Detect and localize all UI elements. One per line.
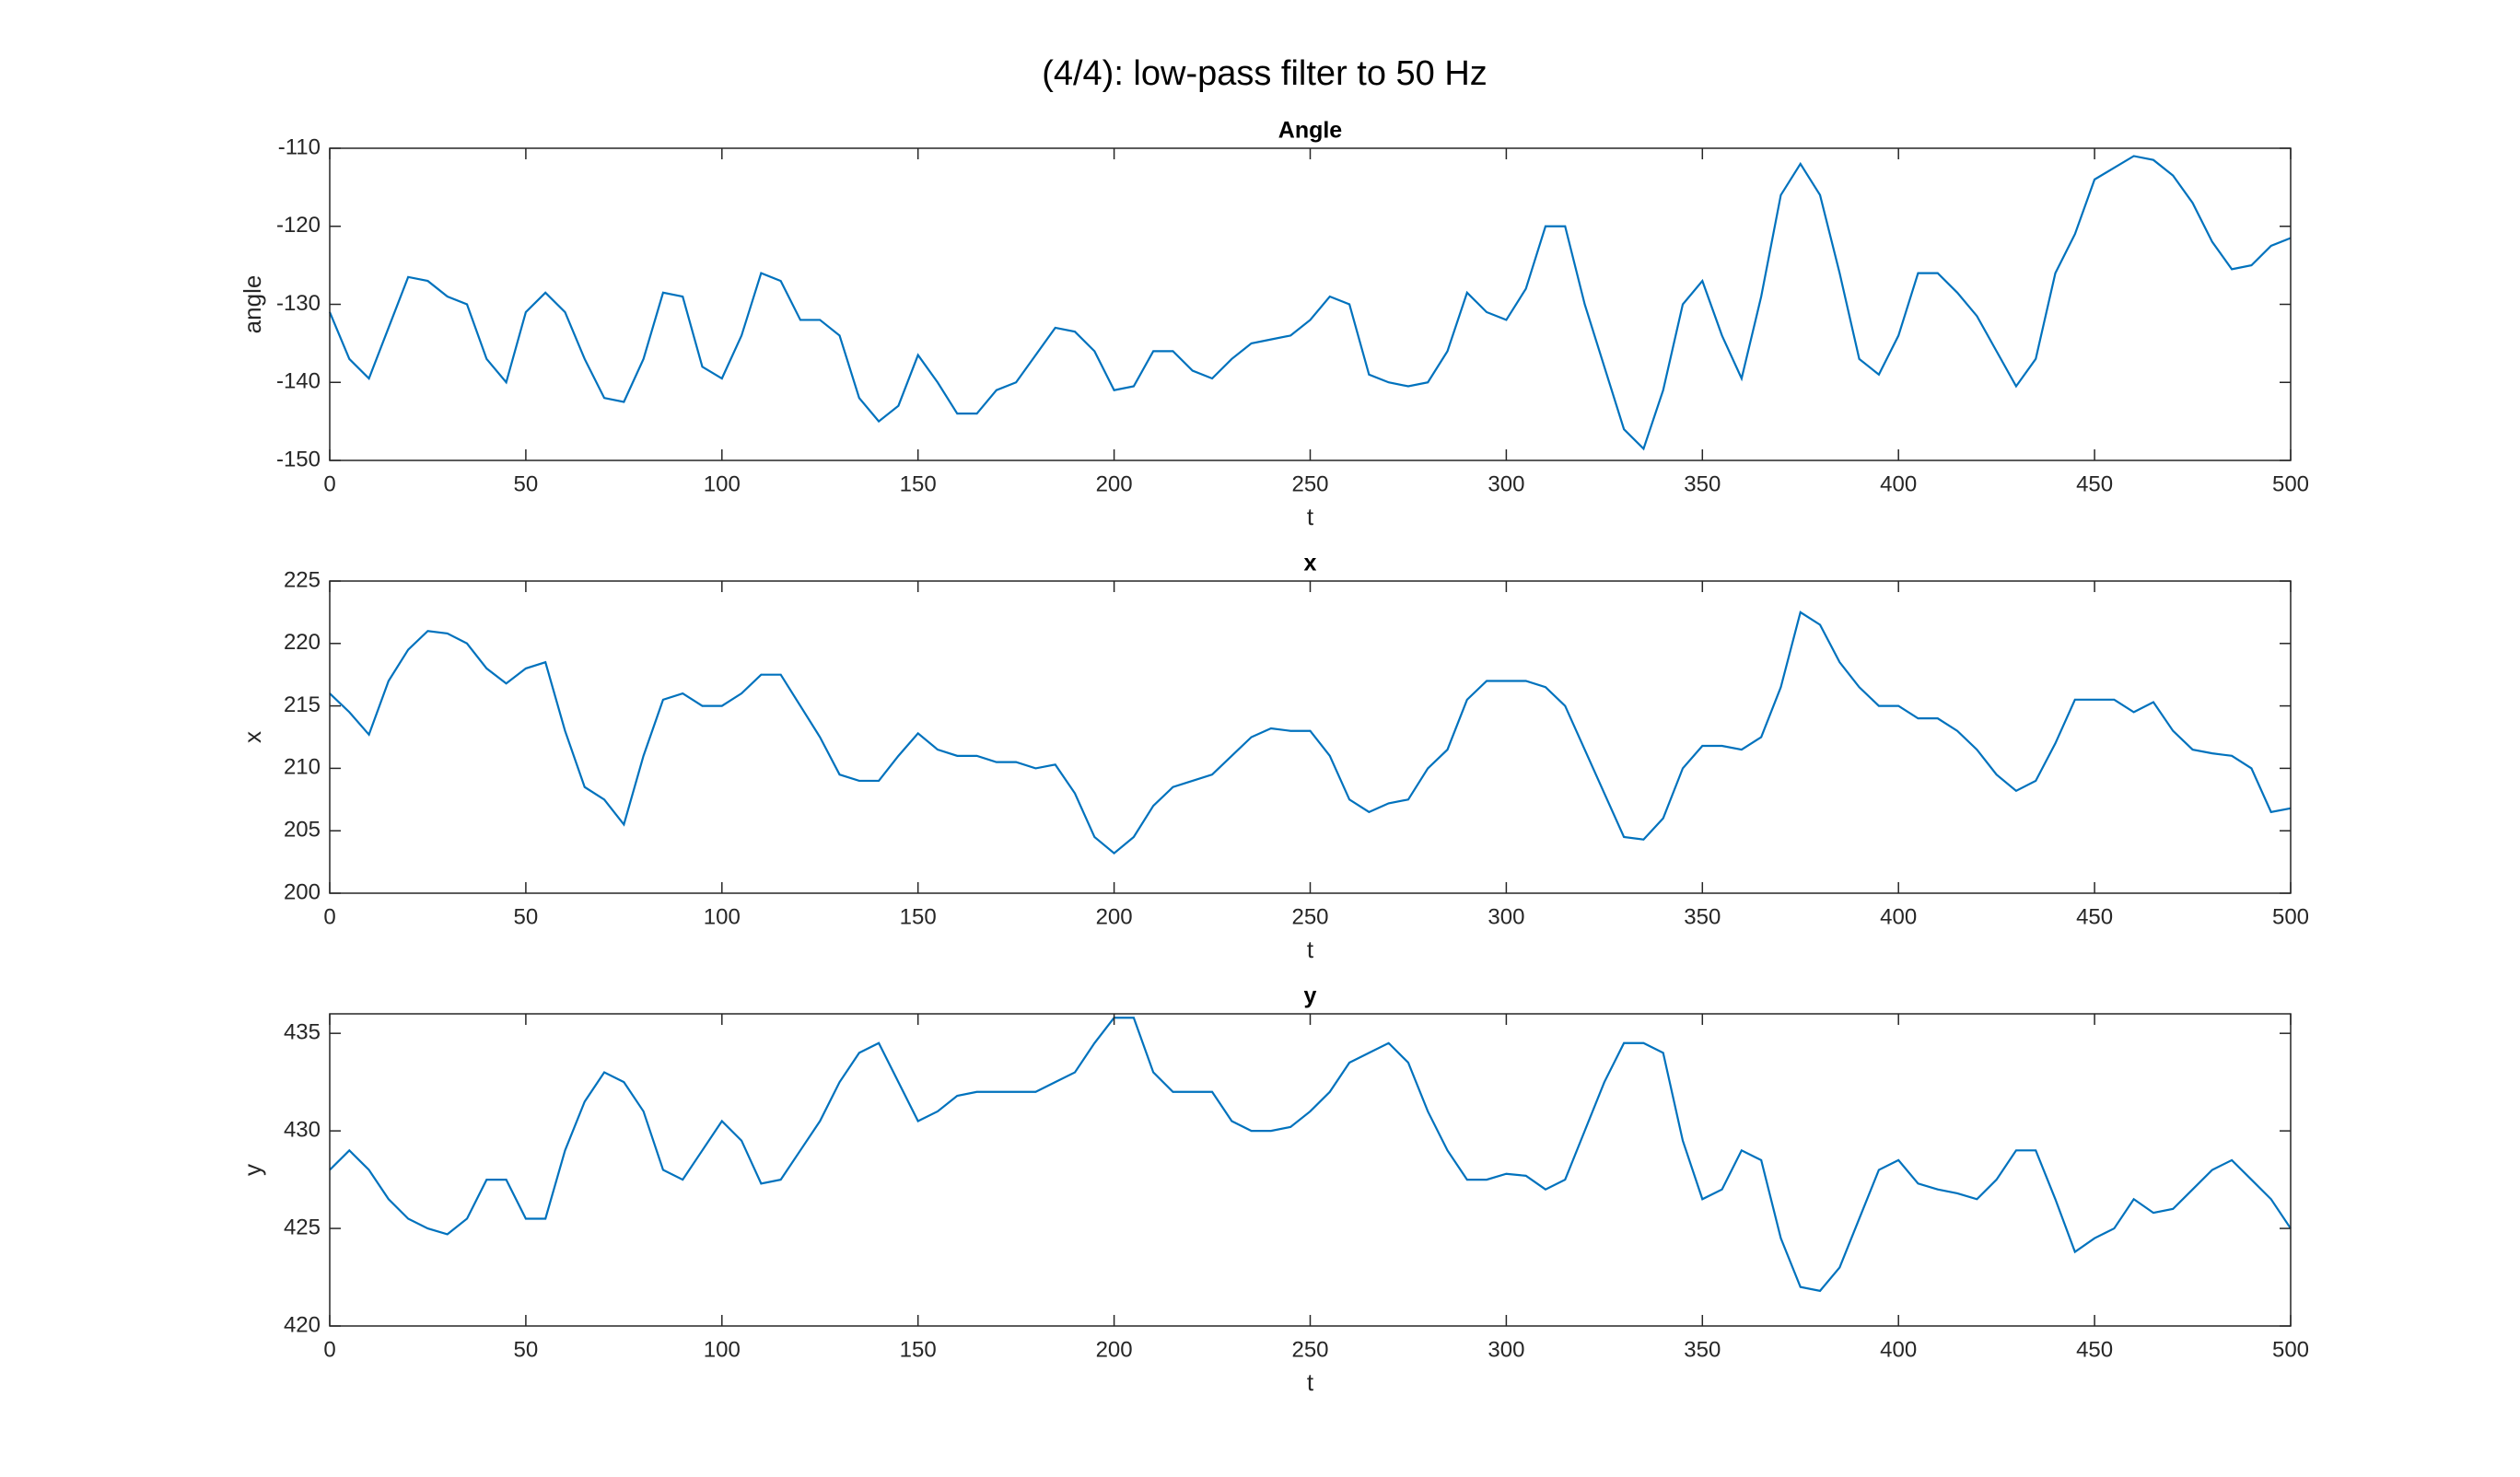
x-tick-label: 350: [1684, 1337, 1721, 1362]
y-tick-label: 420: [284, 1312, 321, 1337]
x-tick-label: 500: [2272, 471, 2309, 496]
y-tick-label: 225: [284, 567, 321, 592]
x-tick-label: 100: [704, 1337, 741, 1362]
y-tick-label: -120: [276, 213, 321, 238]
x-tick-label: 50: [514, 471, 539, 496]
x-tick-label: 200: [1096, 1337, 1133, 1362]
x-axis-label: t: [1307, 936, 1314, 963]
x-tick-label: 250: [1291, 904, 1328, 929]
x-tick-label: 400: [1880, 1337, 1917, 1362]
x-tick-label: 150: [900, 904, 937, 929]
x-tick-label: 500: [2272, 904, 2309, 929]
y-tick-label: 215: [284, 692, 321, 717]
x-tick-label: 100: [704, 471, 741, 496]
x-tick-label: 300: [1488, 471, 1524, 496]
y-axis-label: angle: [239, 275, 266, 334]
x-tick-label: 200: [1096, 471, 1133, 496]
x-tick-label: 500: [2272, 1337, 2309, 1362]
x-axis-label: t: [1307, 503, 1314, 530]
x-tick-label: 350: [1684, 471, 1721, 496]
figure-title: (4/4): low-pass filter to 50 Hz: [1042, 54, 1488, 93]
subplot-title: y: [1304, 983, 1317, 1009]
x-tick-label: 100: [704, 904, 741, 929]
x-tick-label: 0: [323, 471, 335, 496]
y-tick-label: -140: [276, 369, 321, 394]
x-tick-label: 250: [1291, 471, 1328, 496]
y-tick-label: 205: [284, 818, 321, 843]
x-tick-label: 50: [514, 904, 539, 929]
x-axis-label: t: [1307, 1368, 1314, 1396]
y-axis-label: x: [239, 731, 266, 743]
x-tick-label: 450: [2076, 471, 2113, 496]
x-tick-label: 350: [1684, 904, 1721, 929]
x-tick-label: 250: [1291, 1337, 1328, 1362]
x-tick-label: 200: [1096, 904, 1133, 929]
y-tick-label: 430: [284, 1117, 321, 1142]
y-tick-label: 210: [284, 755, 321, 780]
x-tick-label: 150: [900, 471, 937, 496]
y-tick-label: 435: [284, 1020, 321, 1045]
x-tick-label: 400: [1880, 471, 1917, 496]
y-tick-label: 220: [284, 630, 321, 655]
x-tick-label: 400: [1880, 904, 1917, 929]
data-line: [329, 611, 2292, 855]
x-tick-label: 450: [2076, 904, 2113, 929]
data-line: [329, 1017, 2292, 1293]
x-tick-label: 150: [900, 1337, 937, 1362]
x-tick-label: 0: [323, 1337, 335, 1362]
x-tick-label: 450: [2076, 1337, 2113, 1362]
x-tick-label: 0: [323, 904, 335, 929]
y-tick-label: 200: [284, 879, 321, 904]
y-tick-label: 425: [284, 1215, 321, 1239]
y-tick-label: -130: [276, 291, 321, 316]
data-line: [328, 155, 2292, 451]
x-tick-label: 300: [1488, 904, 1524, 929]
y-axis-label: y: [239, 1164, 266, 1176]
y-tick-label: -110: [278, 134, 321, 159]
x-tick-label: 50: [514, 1337, 539, 1362]
subplot-title: x: [1304, 551, 1317, 576]
x-tick-label: 300: [1488, 1337, 1524, 1362]
subplot-title: Angle: [1278, 118, 1343, 144]
y-tick-label: -150: [276, 447, 321, 471]
